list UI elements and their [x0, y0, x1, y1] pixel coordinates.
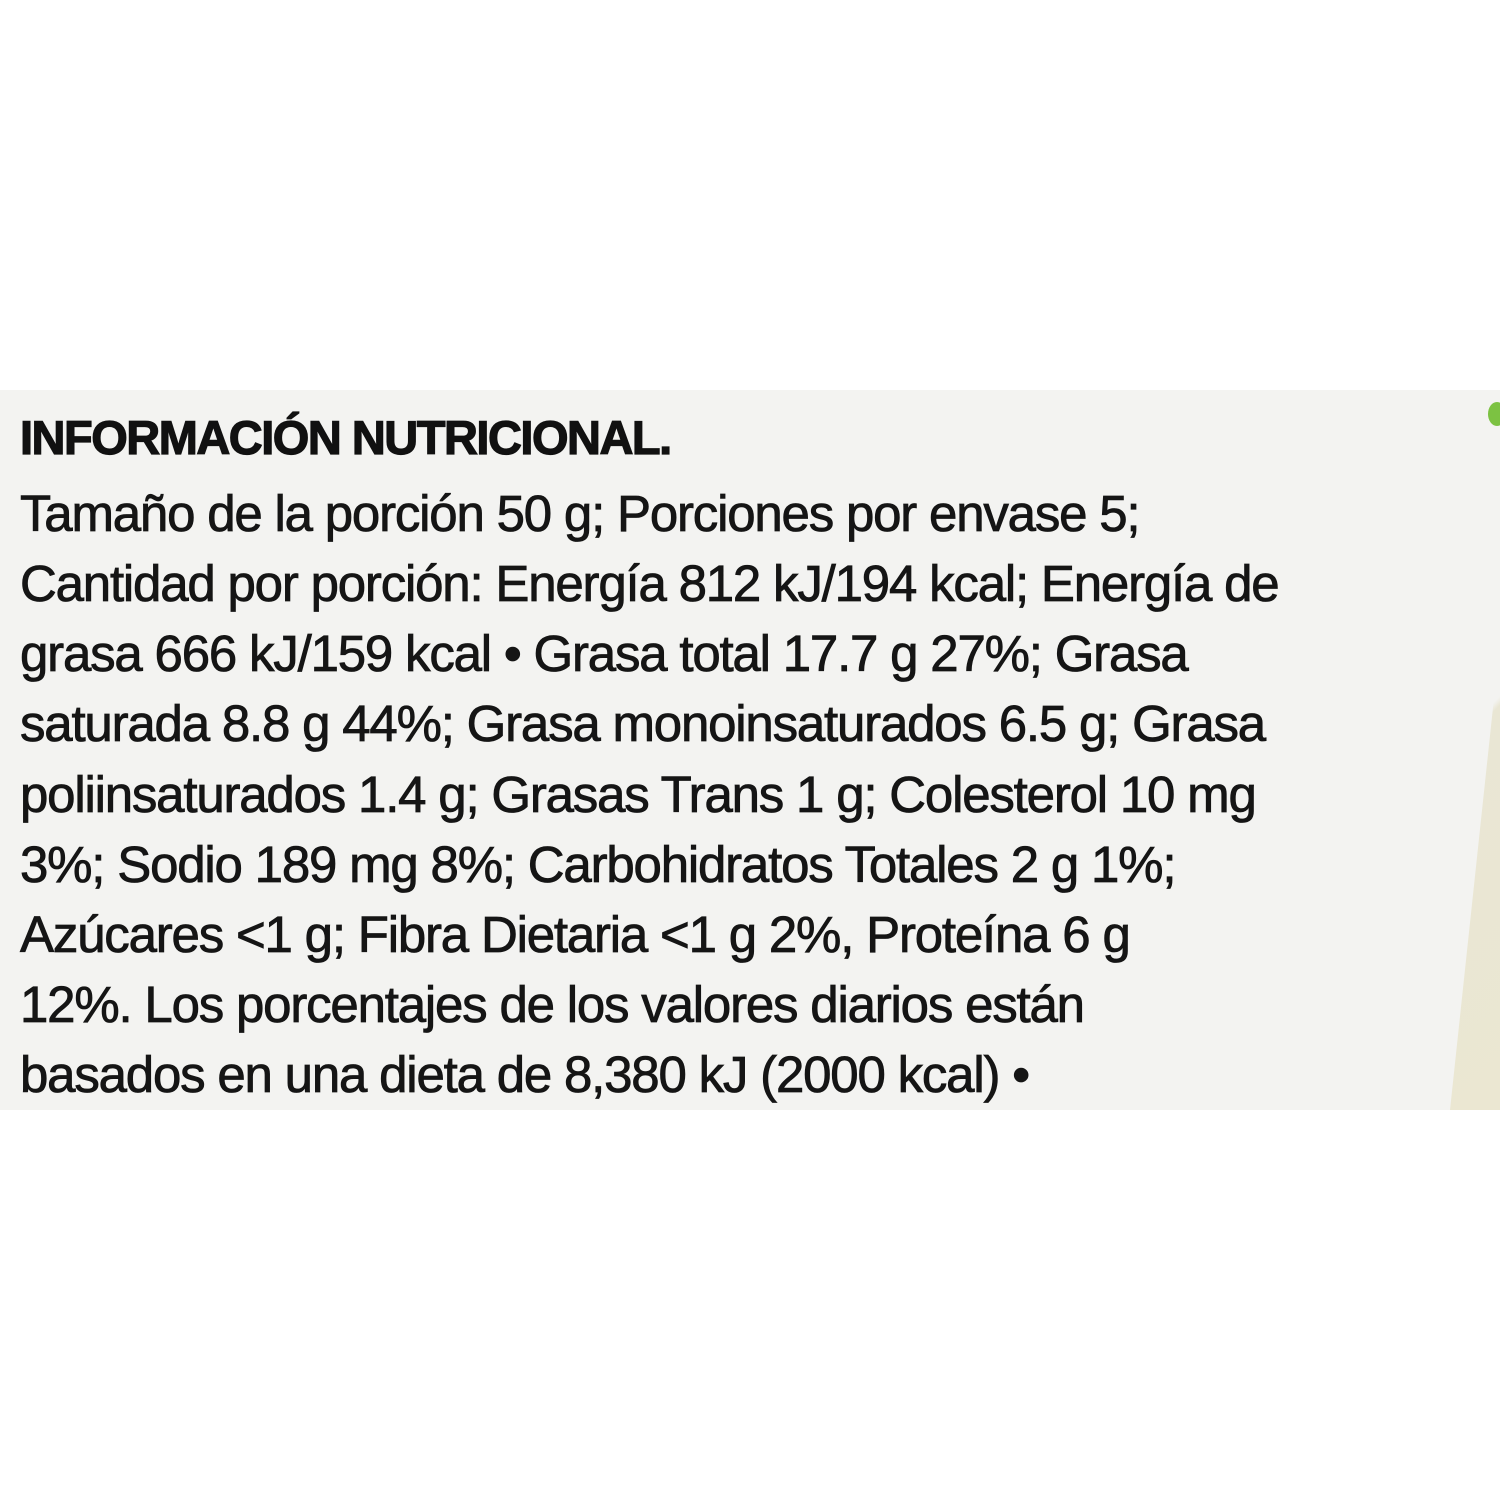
leaf-icon — [1488, 402, 1500, 426]
text-line: poliinsaturados 1.4 g; Grasas Trans 1 g;… — [20, 766, 1258, 824]
text-line: 3%; Sodio 189 mg 8%; Carbohidratos Total… — [20, 836, 1177, 894]
text-line: basados en una dieta de 8,380 kJ (2000 k… — [20, 1046, 1031, 1104]
text-line: grasa 666 kJ/159 kcal • Grasa total 17.7… — [20, 625, 1190, 683]
text-line: saturada 8.8 g 44%; Grasa monoinsaturado… — [20, 695, 1267, 753]
nutrition-label — [0, 390, 1500, 1110]
text-line: Azúcares <1 g; Fibra Dietaria <1 g 2%, P… — [20, 906, 1132, 964]
text-line: Cantidad por porción: Energía 812 kJ/194… — [20, 555, 1280, 613]
label-title: INFORMACIÓN NUTRICIONAL. — [19, 410, 672, 464]
text-line: 12%. Los porcentajes de los valores diar… — [20, 976, 1086, 1034]
text-line: Tamaño de la porción 50 g; Porciones por… — [20, 485, 1141, 543]
